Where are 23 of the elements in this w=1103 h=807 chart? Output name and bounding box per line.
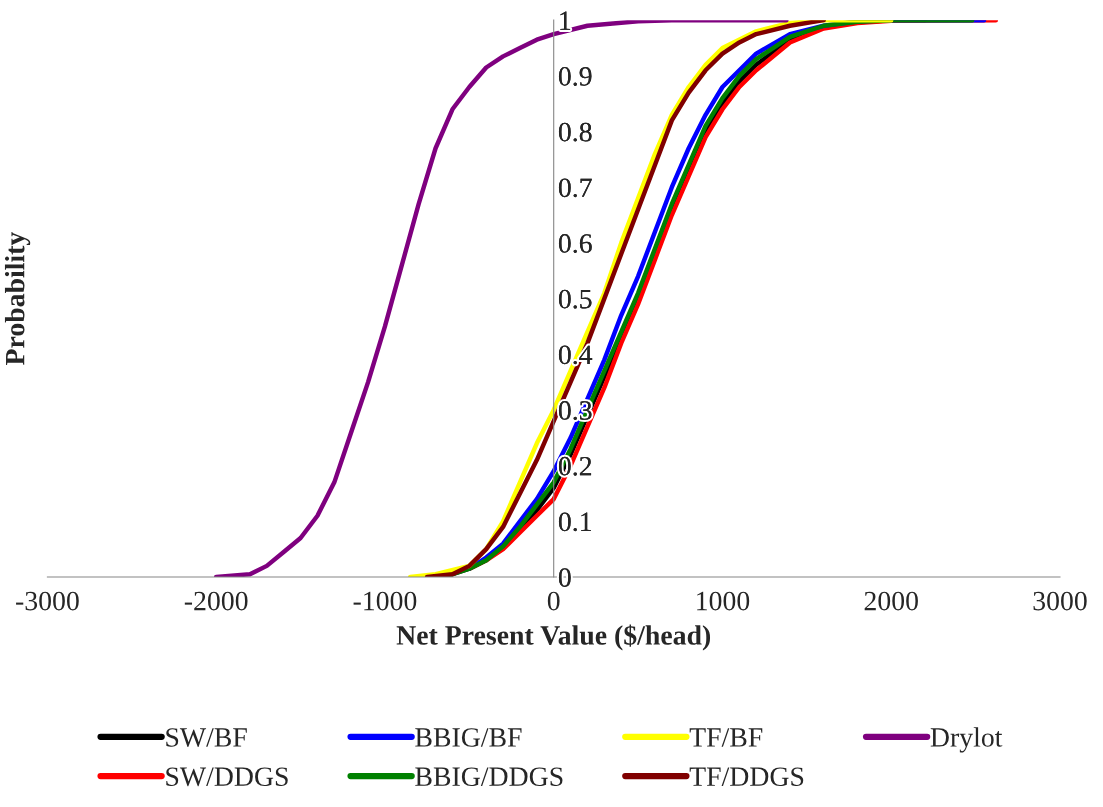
y-tick-label: 1: [560, 11, 571, 30]
y-tick-label: 0.9: [558, 67, 592, 86]
y-tick-label: 0.1: [558, 512, 591, 532]
x-tick-label: 2000: [864, 591, 918, 611]
y-axis-title: Probability: [4, 231, 31, 365]
legend-label: BBIG/BF: [415, 728, 522, 747]
legend-label: BBIG/DDGS: [415, 767, 563, 787]
x-tick-label: 3000: [1033, 591, 1087, 611]
y-tick-label: 0.8: [558, 122, 592, 142]
y-tick-label: 0: [558, 568, 571, 587]
legend-label: SW/DDGS: [166, 767, 288, 787]
y-tick-label: 0.7: [558, 178, 592, 198]
x-tick-label: -1000: [353, 591, 417, 611]
x-tick-label: -2000: [184, 591, 248, 611]
x-tick-label: -3000: [16, 591, 79, 611]
legend-label: TF/BF: [689, 728, 763, 747]
x-tick-label: 1000: [697, 591, 750, 611]
y-tick-label: 0.6: [558, 234, 592, 253]
legend-label: Drylot: [930, 727, 1003, 753]
y-tick-label: 0.5: [558, 289, 592, 309]
legend-label: SW/BF: [166, 728, 247, 747]
legend-label: TF/DDGS: [689, 767, 804, 787]
x-axis-title: Net Present Value ($/head): [396, 624, 711, 651]
